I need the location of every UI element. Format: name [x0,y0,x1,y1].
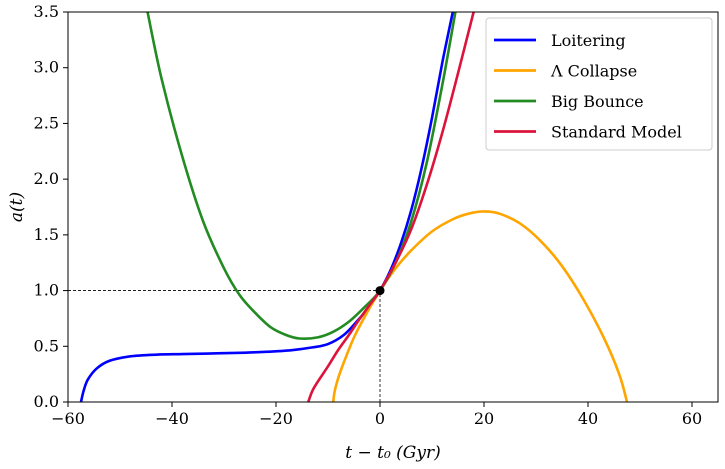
legend-label: Λ Collapse [550,62,637,81]
series-line-standard-model [307,12,475,402]
legend: Loitering Λ Collapse Big Bounce Standard Mo… [485,17,713,151]
x-tick-label: 40 [578,409,598,428]
y-tick-label: 2.0 [34,169,59,188]
x-axis-label: t − t₀ (Gyr) [345,443,441,463]
x-tick-label: 60 [682,409,702,428]
y-tick-label: 1.0 [34,281,59,300]
y-tick-label: 0.0 [34,392,59,411]
y-axis-ticks: 0.0 0.5 1.0 1.5 2.0 2.5 3.0 3.5 [34,2,68,411]
y-tick-label: 3.5 [34,2,59,21]
y-tick-label: 2.5 [34,113,59,132]
x-axis-ticks: −60 −40 −20 0 20 40 60 [51,402,702,428]
y-tick-label: 1.5 [34,225,59,244]
x-tick-label: −60 [51,409,85,428]
legend-label: Loitering [551,31,626,50]
x-tick-label: −20 [259,409,293,428]
y-tick-label: 0.5 [34,336,59,355]
reference-lines [68,290,381,402]
legend-label: Standard Model [551,123,682,142]
y-axis-label: a(t) [7,192,27,222]
legend-label: Big Bounce [551,92,644,111]
legend-box [485,17,713,151]
series-line-big-bounce [146,12,457,340]
x-tick-label: 20 [474,409,494,428]
x-tick-label: 0 [375,409,385,428]
series-line-collapse [331,210,629,402]
series-line-loitering [79,12,455,402]
reference-point-marker [375,286,385,296]
plot-frame [67,11,719,403]
marker-layer [375,286,385,296]
x-tick-label: −40 [155,409,189,428]
series-layer [79,12,629,402]
y-tick-label: 3.0 [34,58,59,77]
